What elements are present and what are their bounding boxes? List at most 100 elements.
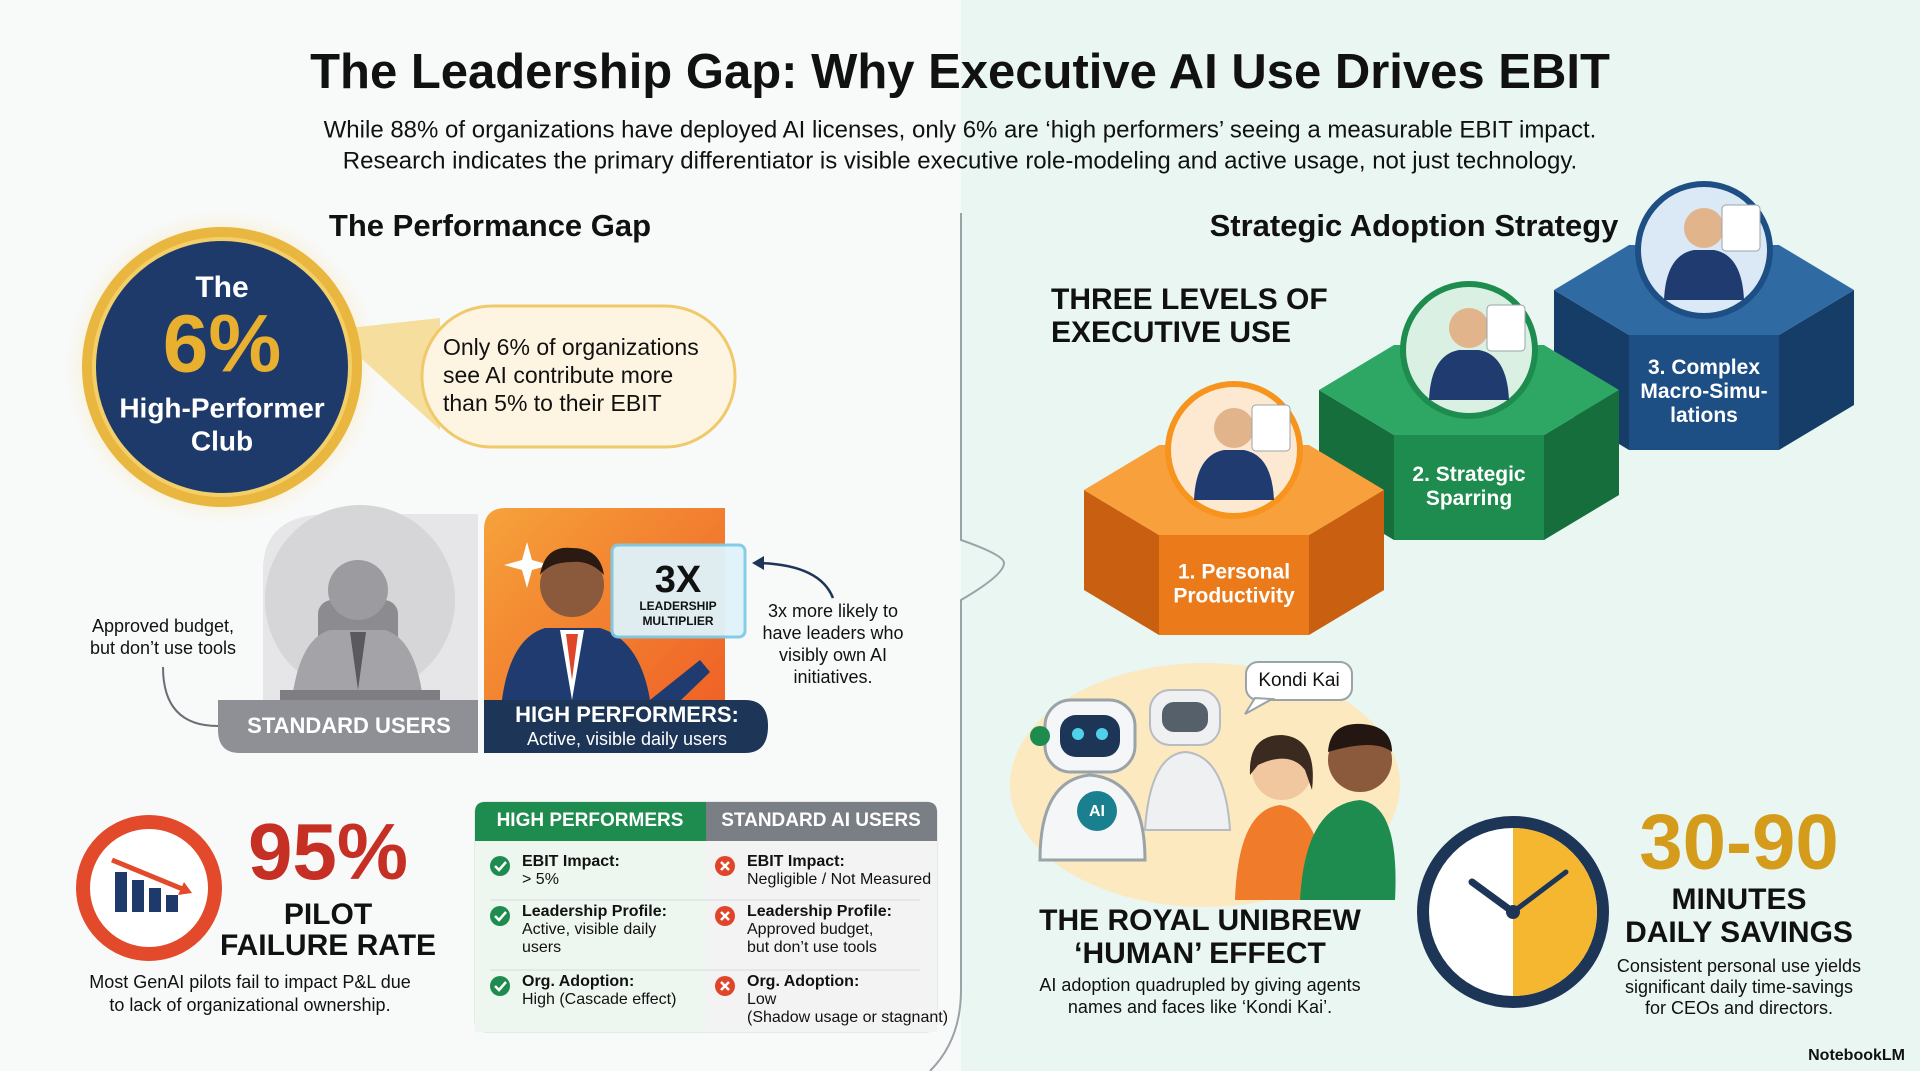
shape [1060, 715, 1120, 757]
note: Consistent personal use yields [1617, 956, 1861, 976]
section-heading: The Performance Gap [329, 208, 651, 243]
shape [540, 553, 604, 617]
note: initiatives. [793, 667, 872, 687]
prism-side [1779, 290, 1854, 450]
check-icon [490, 976, 510, 996]
shape [1513, 828, 1597, 996]
level-icon [1664, 250, 1744, 300]
cell-label: Org. Adoption: [522, 973, 634, 990]
shape [1506, 905, 1520, 919]
level-icon [1214, 408, 1254, 448]
clock [1417, 816, 1609, 1008]
cell-label: Org. Adoption: [747, 973, 859, 990]
shape [115, 872, 127, 912]
shape [475, 841, 706, 1032]
label: 6% [163, 299, 282, 390]
shape [166, 895, 178, 912]
note: visibly own AI [779, 645, 887, 665]
label: 95% [248, 807, 408, 896]
column-header: STANDARD AI USERS [721, 810, 921, 831]
check-icon [494, 861, 507, 872]
comparison-table: HIGH PERFORMERS STANDARD AI USERS EBIT Imp… [474, 801, 948, 1033]
note: significant daily time-savings [1625, 977, 1853, 997]
level-icon [1449, 308, 1489, 348]
note: but don’t use tools [90, 638, 236, 658]
cell-value: > 5% [522, 871, 559, 888]
note: Approved budget, [92, 616, 234, 636]
prism-front [1394, 435, 1544, 540]
shape [475, 802, 706, 841]
shape [610, 543, 747, 639]
cell-value: but don’t use tools [747, 939, 877, 956]
note: have leaders who [762, 623, 903, 643]
arrow-head [752, 556, 764, 570]
standard-users-panel: STANDARD USERS [218, 505, 478, 753]
check-icon [494, 911, 507, 922]
label: Active, visible daily users [527, 729, 727, 749]
note: for CEOs and directors. [1645, 998, 1833, 1018]
level-icon [1194, 450, 1274, 500]
cell-value: Negligible / Not Measured [747, 871, 931, 888]
shape [328, 560, 388, 620]
shape [132, 880, 144, 912]
note: names and faces like ‘Kondi Kai’. [1068, 997, 1332, 1017]
shape [706, 802, 937, 841]
cell-label: EBIT Impact: [522, 853, 620, 870]
cell-label: Leadership Profile: [747, 903, 892, 920]
human-effect-title: THE ROYAL UNIBREW [1039, 904, 1361, 937]
high-performers-panel: 3X LEADERSHIP MULTIPLIER HIGH PERFORMERS… [484, 508, 768, 753]
shape [1077, 791, 1117, 831]
column-header: HIGH PERFORMERS [497, 810, 684, 831]
shape [1468, 878, 1517, 916]
level-icon [1721, 204, 1761, 252]
label: High-Performer [119, 392, 324, 423]
cell-label: Leadership Profile: [522, 903, 667, 920]
label: FAILURE RATE [220, 929, 436, 962]
subtitle: While 88% of organizations have deployed… [324, 116, 1597, 143]
label: to lack of organizational ownership. [109, 995, 390, 1015]
arrow [759, 561, 835, 599]
brand: NotebookLM [1808, 1047, 1905, 1064]
shape [1249, 735, 1313, 790]
cross-icon [720, 911, 730, 921]
level-icon [1684, 208, 1724, 248]
label: LEADERSHIP [639, 599, 716, 613]
label: Kondi Kai [1258, 670, 1339, 691]
level-label: Productivity [1173, 585, 1295, 608]
prism-front [1159, 535, 1309, 635]
shape [1328, 723, 1392, 752]
cell-value: users [522, 939, 561, 956]
cell-value: Approved budget, [747, 921, 873, 938]
pilot-failure: 95% PILOT FAILURE RATE Most GenAI pilots… [76, 807, 436, 1015]
level-label: Sparring [1426, 487, 1512, 510]
cell-value: Active, visible daily [522, 921, 656, 938]
label: The [195, 271, 248, 304]
shape [1510, 869, 1569, 915]
savings-figure: 30-90 [1639, 798, 1839, 886]
level-icon [1486, 304, 1526, 352]
savings-label: MINUTES [1672, 883, 1807, 916]
cell-value: Low [747, 991, 777, 1008]
shape [1072, 728, 1084, 740]
section-heading: Strategic Adoption Strategy [1210, 208, 1620, 243]
shape [178, 882, 192, 895]
cross-icon [720, 861, 730, 871]
shape [484, 700, 768, 753]
check-icon [490, 906, 510, 926]
badge: The 6% High-Performer Club [64, 209, 440, 525]
label: Club [191, 425, 253, 456]
check-icon [494, 981, 507, 992]
title: The Leadership Gap: Why Executive AI Use… [310, 45, 1610, 99]
prism-side [1309, 490, 1384, 635]
shape [504, 542, 550, 588]
levels-title: THREE LEVELS OF [1051, 283, 1328, 316]
shape [218, 700, 478, 753]
shape [566, 634, 578, 680]
shape [1245, 661, 1353, 701]
shape [540, 547, 604, 575]
callout: Only 6% of organizations see AI contribu… [420, 304, 737, 449]
note: AI adoption quadrupled by giving agents [1039, 975, 1360, 995]
label: Only 6% of organizations [443, 334, 699, 360]
